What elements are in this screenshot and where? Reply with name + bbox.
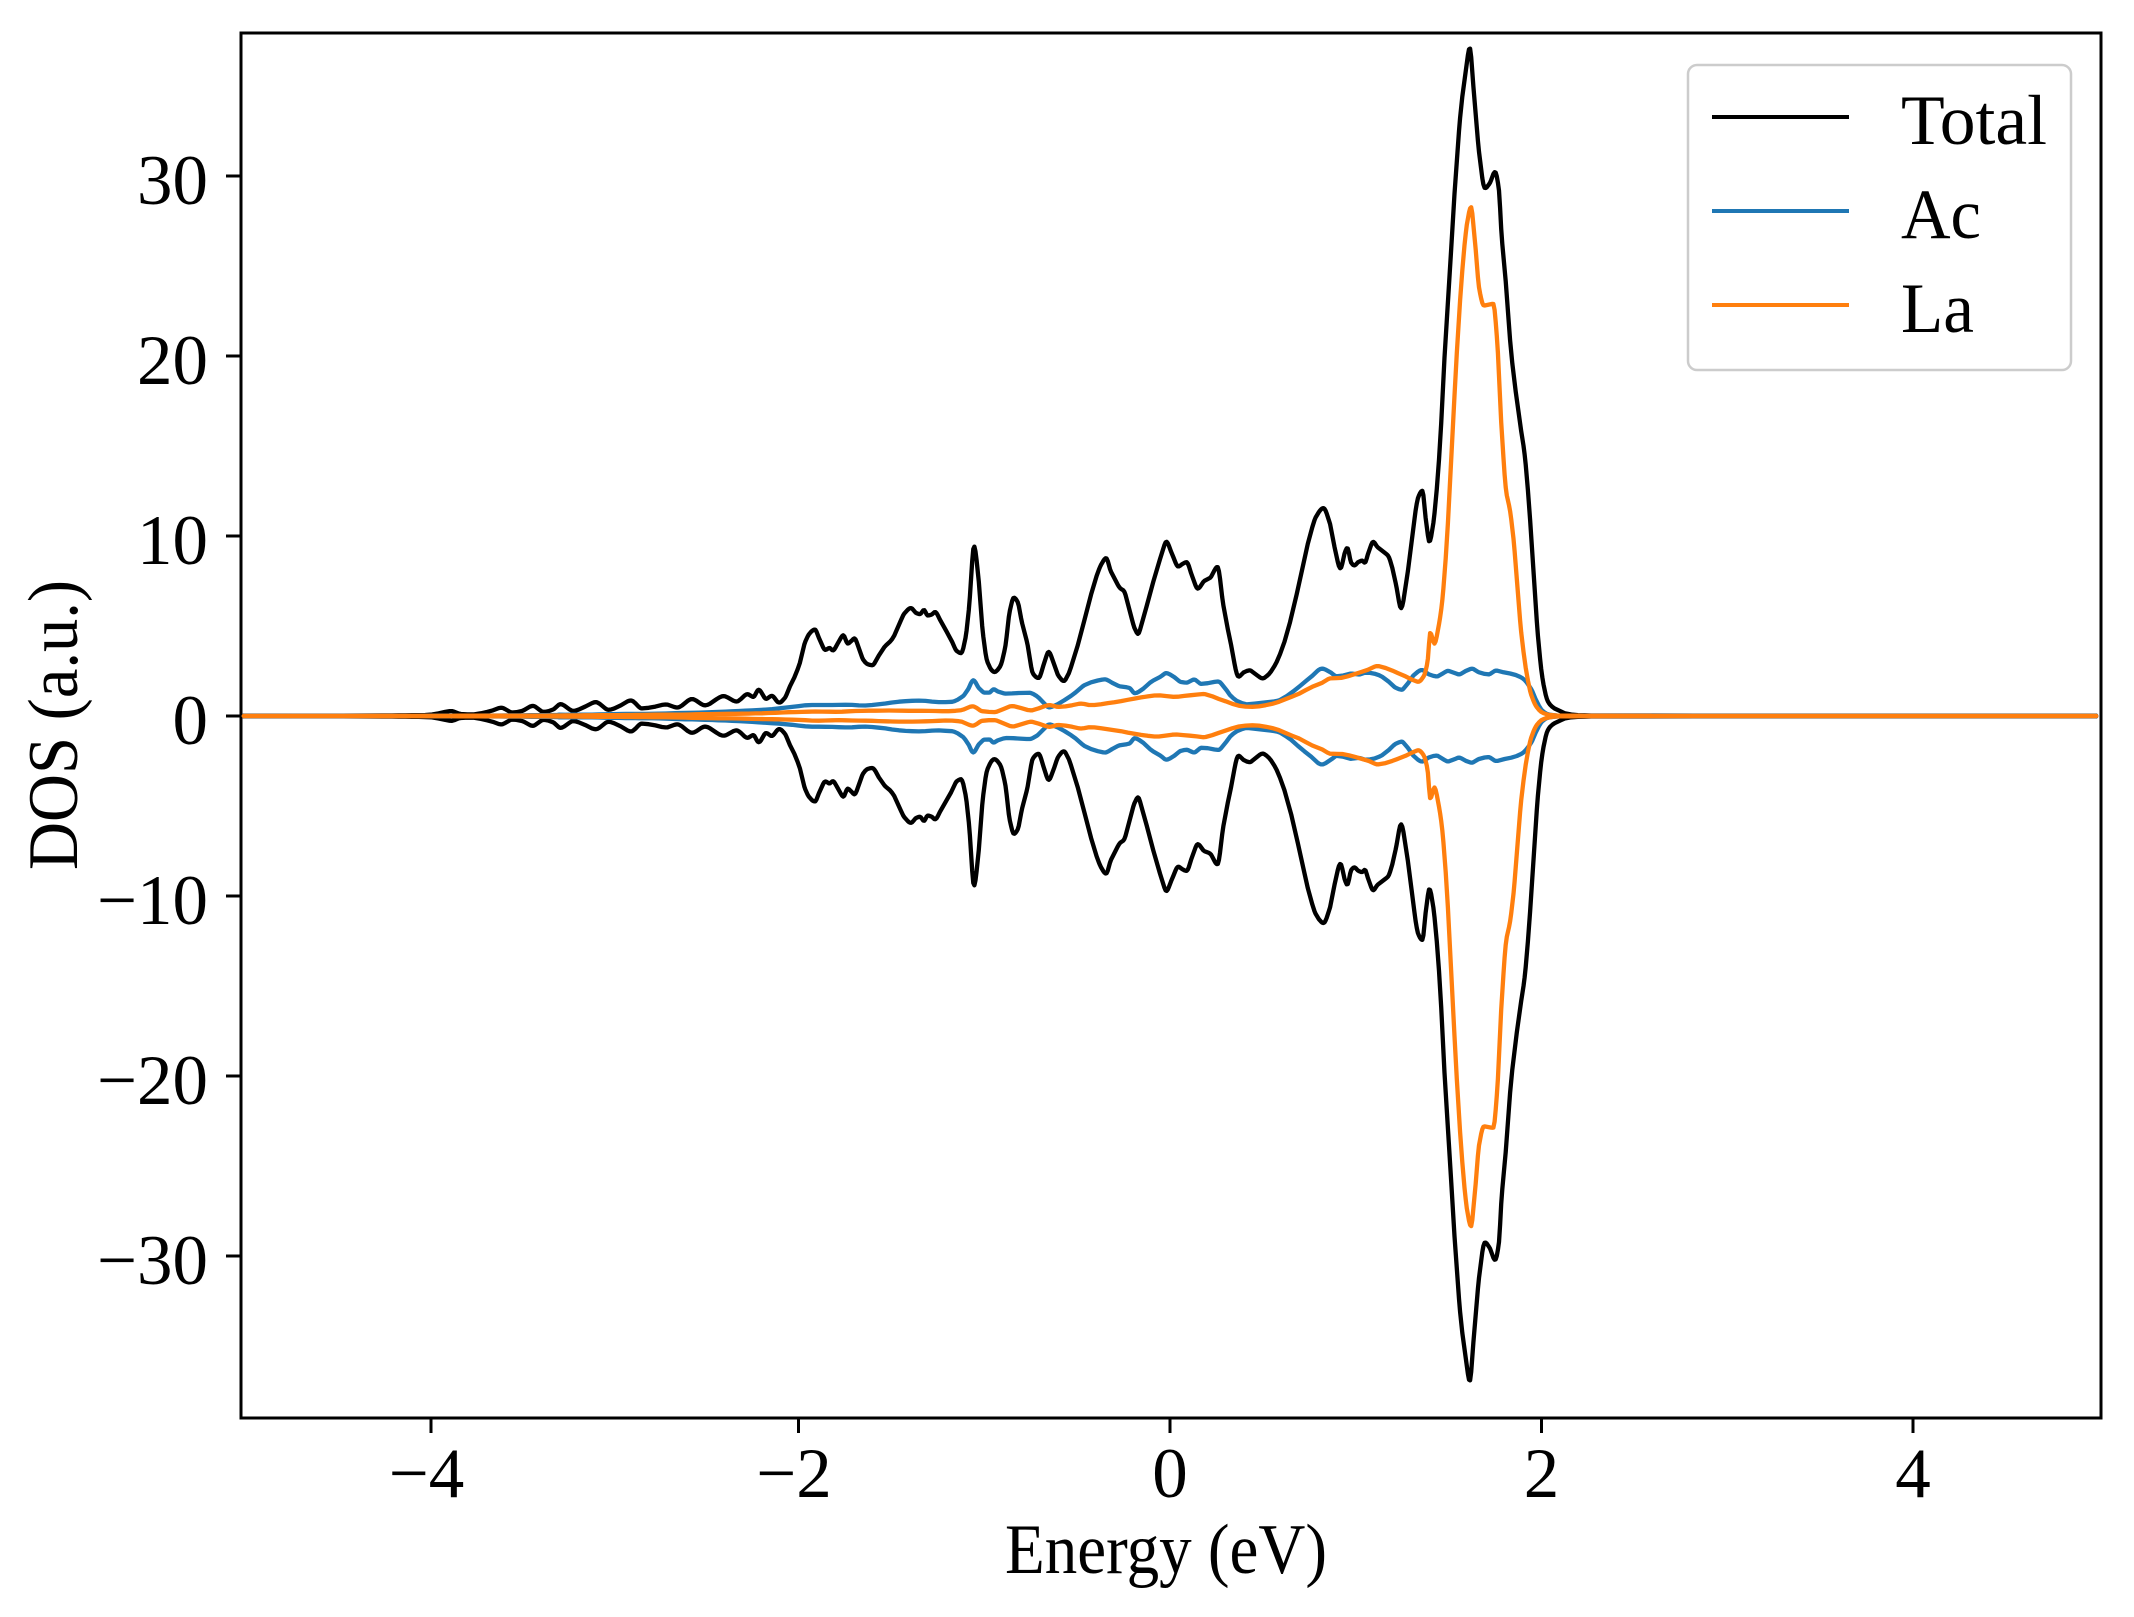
- svg-text:Ac: Ac: [1901, 176, 1981, 254]
- svg-text:0: 0: [173, 682, 209, 760]
- svg-text:2: 2: [1524, 1435, 1560, 1513]
- svg-text:−20: −20: [97, 1042, 208, 1120]
- svg-text:La: La: [1901, 270, 1974, 348]
- svg-text:Total: Total: [1901, 82, 2047, 160]
- svg-text:Energy (eV): Energy (eV): [1005, 1511, 1327, 1589]
- svg-text:10: 10: [137, 502, 208, 580]
- svg-text:−30: −30: [97, 1222, 208, 1300]
- svg-text:DOS (a.u.): DOS (a.u.): [15, 580, 93, 870]
- svg-text:0: 0: [1152, 1435, 1188, 1513]
- svg-text:−10: −10: [97, 862, 208, 940]
- svg-text:30: 30: [137, 142, 208, 220]
- svg-text:20: 20: [137, 322, 208, 400]
- svg-text:4: 4: [1895, 1435, 1931, 1513]
- svg-text:−2: −2: [756, 1435, 832, 1513]
- svg-text:−4: −4: [389, 1435, 465, 1513]
